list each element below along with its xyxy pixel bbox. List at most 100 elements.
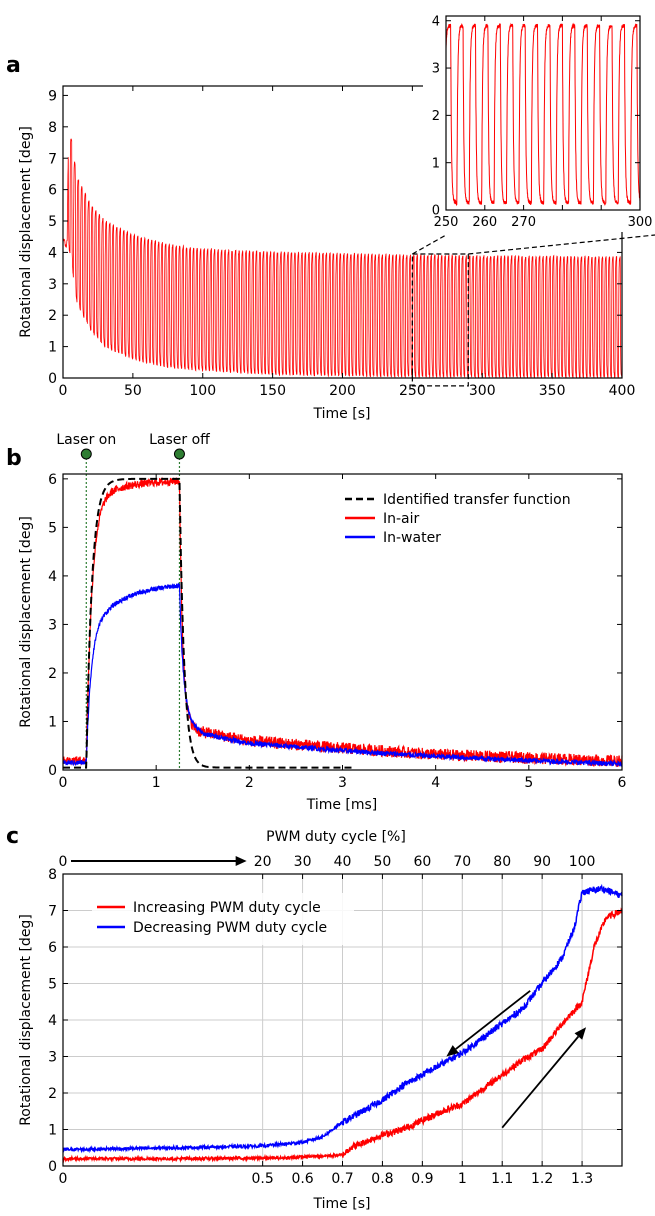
y-tick-label: 0 — [48, 763, 57, 779]
y-tick-label: 1 — [48, 1123, 57, 1139]
inset-background — [423, 4, 655, 232]
x-tick-label: 1 — [152, 775, 161, 791]
y-tick-label: 3 — [48, 617, 57, 633]
event-marker-dot — [80, 448, 92, 460]
y-tick-label: 4 — [432, 14, 440, 29]
zoom-connector — [412, 234, 447, 255]
top-axis-tick-label: 20 — [254, 854, 272, 870]
panel-c-xlabel: Time [s] — [313, 1196, 371, 1212]
x-tick-label: 0 — [59, 383, 68, 399]
y-tick-label: 7 — [48, 151, 57, 167]
top-axis-tick-label: 60 — [413, 854, 431, 870]
y-tick-label: 1 — [48, 340, 57, 356]
x-tick-label: 300 — [469, 383, 496, 399]
y-tick-label: 9 — [48, 88, 57, 104]
panel-b-events: Laser on Laser off — [56, 432, 210, 770]
y-tick-label: 0 — [48, 1159, 57, 1175]
panel-c: c PWM duty cycle [%] 0 0.5 0.6 0.7 0.8 0.9 1 1.… — [6, 824, 623, 1212]
x-tick-label: 100 — [189, 383, 216, 399]
panel-b-legend: Identified transfer function In-air In-wat… — [345, 492, 571, 546]
panel-label-c: c — [6, 824, 19, 849]
legend-label: Decreasing PWM duty cycle — [133, 920, 327, 936]
event-label: Laser off — [149, 432, 210, 448]
trend-arrow-head — [446, 1045, 459, 1057]
panel-c-legend: Increasing PWM duty cycle Decreasing PWM … — [92, 893, 354, 945]
series-line-in-air — [62, 476, 623, 768]
panel-a-ylabel: Rotational displacement [deg] — [18, 126, 34, 338]
x-tick-label: 0.5 — [252, 1171, 274, 1187]
panel-b-series — [62, 476, 623, 769]
y-tick-label: 1 — [48, 715, 57, 731]
legend-label: Identified transfer function — [383, 492, 571, 508]
panel-b-axes: 0 1 2 3 4 5 6 0 1 2 3 4 5 6 — [48, 472, 626, 791]
x-tick-label: 3 — [338, 775, 347, 791]
legend-background — [92, 893, 354, 945]
panel-label-a: a — [6, 53, 21, 78]
trend-arrow-shaft — [455, 990, 531, 1050]
x-tick-label: 50 — [124, 383, 142, 399]
y-tick-label: 5 — [48, 977, 57, 993]
series-line-decreasing — [62, 883, 623, 1154]
x-tick-label: 2 — [245, 775, 254, 791]
panel-label-b: b — [6, 446, 22, 471]
series-line-in-water — [62, 582, 623, 768]
top-axis-tick-label: 90 — [533, 854, 551, 870]
panel-c-top-axis-label: PWM duty cycle [%] — [266, 829, 406, 845]
x-tick-label: 200 — [329, 383, 356, 399]
y-tick-label: 3 — [48, 277, 57, 293]
x-tick-label: 0 — [59, 1171, 68, 1187]
x-tick-label: 400 — [609, 383, 636, 399]
zoom-connector — [468, 234, 655, 255]
x-tick-label: 1.1 — [491, 1171, 513, 1187]
trend-arrow-shaft — [501, 1035, 580, 1129]
top-axis-tick-label: 50 — [374, 854, 392, 870]
x-tick-label: 0 — [59, 775, 68, 791]
y-tick-label: 6 — [48, 940, 57, 956]
y-tick-label: 0 — [48, 371, 57, 387]
y-tick-label: 2 — [432, 109, 440, 124]
y-tick-label: 2 — [48, 666, 57, 682]
y-tick-label: 8 — [48, 120, 57, 136]
x-tick-label: 5 — [524, 775, 533, 791]
x-tick-label: 0.9 — [411, 1171, 433, 1187]
panel-c-arrows — [446, 990, 587, 1129]
y-tick-label: 2 — [48, 1086, 57, 1102]
y-tick-label: 7 — [48, 904, 57, 920]
x-tick-label: 0.7 — [331, 1171, 353, 1187]
x-tick-label: 4 — [431, 775, 440, 791]
y-tick-label: 5 — [48, 214, 57, 230]
zoom-box — [411, 234, 655, 387]
panel-a-xlabel: Time [s] — [313, 406, 371, 422]
event-marker-dot — [173, 448, 185, 460]
y-tick-label: 4 — [48, 569, 57, 585]
trend-arrow-head — [574, 1027, 587, 1040]
y-tick-label: 2 — [48, 308, 57, 324]
top-axis-arrow-head — [235, 856, 247, 866]
y-tick-label: 4 — [48, 245, 57, 261]
panel-a-axes: 0 50 100 150 200 250 300 350 400 0 1 2 3 4 5 6 7 8 9 — [48, 86, 635, 399]
inset-frame — [445, 15, 641, 211]
x-tick-label: 260 — [472, 215, 497, 230]
x-tick-label: 1.3 — [571, 1171, 593, 1187]
top-axis-tick-label: 70 — [453, 854, 471, 870]
x-tick-label: 350 — [539, 383, 566, 399]
inset-series — [445, 22, 641, 207]
legend-label: Increasing PWM duty cycle — [133, 900, 321, 916]
x-tick-label: 0.6 — [291, 1171, 313, 1187]
y-tick-label: 0 — [432, 204, 440, 219]
panel-b: b Laser on Laser off 0 1 2 3 4 5 6 0 1 2 3 4 5 6 Ident… — [6, 432, 627, 813]
series-line-increasing — [62, 907, 623, 1163]
x-tick-label: 1 — [458, 1171, 467, 1187]
x-tick-label: 300 — [628, 215, 653, 230]
y-tick-label: 3 — [48, 1050, 57, 1066]
top-axis-tick-label: 0 — [59, 854, 68, 870]
y-tick-label: 6 — [48, 472, 57, 488]
panel-b-xlabel: Time [ms] — [306, 797, 378, 813]
x-tick-label: 6 — [618, 775, 627, 791]
panel-c-series — [62, 883, 623, 1163]
top-axis-tick-label: 30 — [294, 854, 312, 870]
inset-chart: 250 260 270 300 0 1 2 3 4 — [423, 4, 655, 232]
panel-b-frame — [62, 473, 623, 771]
top-axis-tick-label: 80 — [493, 854, 511, 870]
x-tick-label: 250 — [399, 383, 426, 399]
